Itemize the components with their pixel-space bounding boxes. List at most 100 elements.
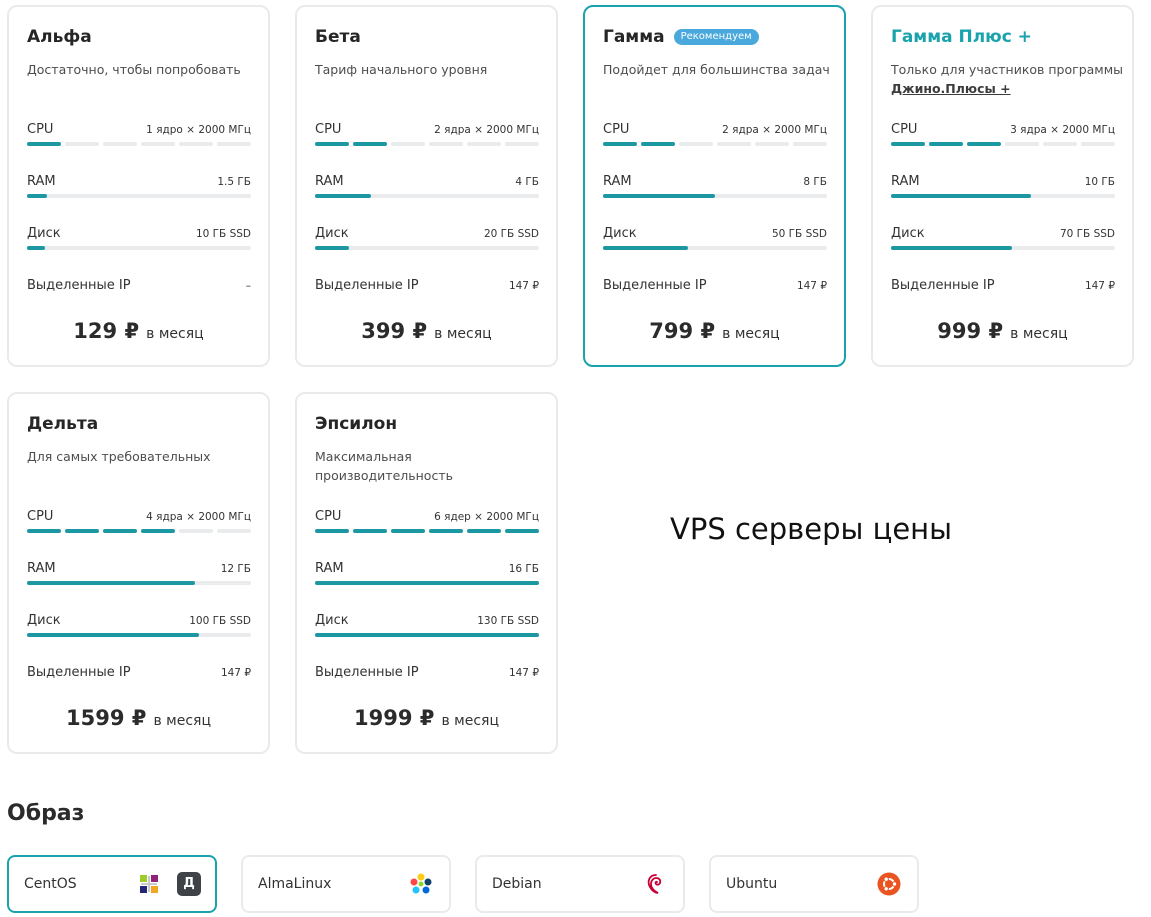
spec-value: 50 ГБ SSD [771, 228, 827, 240]
spec-value: 8 ГБ [803, 176, 827, 188]
cpu-segment [467, 529, 501, 533]
plan-title: Бета [315, 27, 361, 47]
price-period: в месяц [441, 713, 499, 729]
cpu-segment [315, 529, 349, 533]
spec-disk: Диск 130 ГБ SSD [315, 613, 539, 637]
disk-bar-fill [315, 633, 539, 637]
cpu-segment [179, 142, 213, 146]
spec-label: CPU [603, 122, 630, 137]
ram-bar [315, 581, 539, 585]
spec-label: RAM [315, 561, 344, 576]
plan-card-gamma[interactable]: Гамма Рекомендуем Подойдет для большинств… [583, 5, 846, 367]
spec-ram: RAM 4 ГБ [315, 174, 539, 198]
plan-description: Достаточно, чтобы попробовать [27, 62, 241, 77]
spec-label: Выделенные IP [315, 665, 419, 680]
almalinux-logo-icon [409, 872, 433, 896]
os-option-almalinux[interactable]: AlmaLinux [241, 855, 451, 913]
cpu-segment [679, 142, 713, 146]
disk-bar-fill [27, 246, 45, 250]
spec-label: CPU [27, 122, 54, 137]
cpu-segment [353, 142, 387, 146]
os-option-ubuntu[interactable]: Ubuntu [709, 855, 919, 913]
disk-bar [891, 246, 1115, 250]
spec-value: – [245, 280, 251, 292]
spec-ram: RAM 12 ГБ [27, 561, 251, 585]
disk-bar [27, 246, 251, 250]
spec-cpu: CPU 2 ядра × 2000 МГц [603, 122, 827, 146]
cpu-segment [429, 142, 463, 146]
ram-bar [27, 194, 251, 198]
cpu-segments [315, 142, 539, 146]
plan-card-epsilon[interactable]: Эпсилон Максимальная производительность … [295, 392, 558, 754]
cpu-segment [65, 529, 99, 533]
spec-label: RAM [891, 174, 920, 189]
spec-label: RAM [603, 174, 632, 189]
cpu-segment [717, 142, 751, 146]
cpu-segment [505, 142, 539, 146]
spec-label: CPU [27, 509, 54, 524]
disk-bar [315, 633, 539, 637]
plan-description: Подойдет для большинства задач [603, 62, 830, 77]
cpu-segment [1081, 142, 1115, 146]
spec-label: Диск [603, 226, 637, 241]
spec-ram: RAM 10 ГБ [891, 174, 1115, 198]
ram-bar [315, 194, 539, 198]
image-section-title: Образ [7, 801, 85, 826]
spec-value: 2 ядра × 2000 МГц [722, 124, 827, 136]
spec-value: 4 ядра × 2000 МГц [146, 511, 251, 523]
page-caption: VPS серверы цены [670, 512, 953, 546]
spec-value: 3 ядра × 2000 МГц [1010, 124, 1115, 136]
spec-ip: Выделенные IP 147 ₽ [603, 278, 827, 294]
ram-bar-fill [27, 194, 48, 198]
plan-card-gamma-plus[interactable]: Гамма Плюс + Только для участников прогр… [871, 5, 1134, 367]
cpu-segment [429, 529, 463, 533]
spec-label: RAM [27, 561, 56, 576]
disk-bar-fill [891, 246, 1012, 250]
spec-value: 1.5 ГБ [217, 176, 251, 188]
spec-value: 20 ГБ SSD [483, 228, 539, 240]
plan-price: 129 ₽ в месяц [9, 319, 268, 343]
cpu-segment [217, 142, 251, 146]
os-option-debian[interactable]: Debian [475, 855, 685, 913]
cpu-segments [27, 142, 251, 146]
ubuntu-logo-icon [877, 872, 901, 896]
plan-title: Альфа [27, 27, 92, 47]
cpu-segments [27, 529, 251, 533]
spec-ram: RAM 16 ГБ [315, 561, 539, 585]
program-link[interactable]: Джино.Плюсы + [891, 81, 1011, 96]
spec-value: 100 ГБ SSD [189, 615, 251, 627]
cpu-segment [353, 529, 387, 533]
centos-logo-icon [137, 872, 161, 896]
spec-disk: Диск 20 ГБ SSD [315, 226, 539, 250]
price-amount: 799 ₽ [649, 319, 716, 343]
spec-label: Диск [27, 613, 61, 628]
recommended-badge: Рекомендуем [673, 29, 759, 45]
spec-label: RAM [27, 174, 56, 189]
plan-card-beta[interactable]: Бета Тариф начального уровня CPU 2 ядра ×… [295, 5, 558, 367]
spec-ip: Выделенные IP 147 ₽ [315, 665, 539, 681]
cpu-segment [891, 142, 925, 146]
plan-price: 1599 ₽ в месяц [9, 706, 268, 730]
plan-title: Гамма Плюс + [891, 27, 1032, 47]
spec-ip: Выделенные IP 147 ₽ [315, 278, 539, 294]
os-option-centos[interactable]: CentOS Д [7, 855, 217, 913]
spec-value: 130 ГБ SSD [477, 615, 539, 627]
cpu-segment [467, 142, 501, 146]
price-amount: 999 ₽ [937, 319, 1004, 343]
plan-card-delta[interactable]: Дельта Для самых требовательных CPU 4 ядр… [7, 392, 270, 754]
disk-bar [27, 633, 251, 637]
spec-value: 10 ГБ SSD [195, 228, 251, 240]
spec-value: 70 ГБ SSD [1059, 228, 1115, 240]
os-label: AlmaLinux [258, 876, 332, 892]
cpu-segment [1043, 142, 1077, 146]
spec-cpu: CPU 1 ядро × 2000 МГц [27, 122, 251, 146]
plan-card-alpha[interactable]: Альфа Достаточно, чтобы попробовать CPU 1… [7, 5, 270, 367]
os-label: Ubuntu [726, 876, 778, 892]
plan-title: Эпсилон [315, 414, 398, 434]
cpu-segment [141, 142, 175, 146]
price-period: в месяц [1010, 326, 1068, 342]
cpu-segments [891, 142, 1115, 146]
spec-disk: Диск 50 ГБ SSD [603, 226, 827, 250]
spec-label: RAM [315, 174, 344, 189]
spec-label: Диск [315, 226, 349, 241]
